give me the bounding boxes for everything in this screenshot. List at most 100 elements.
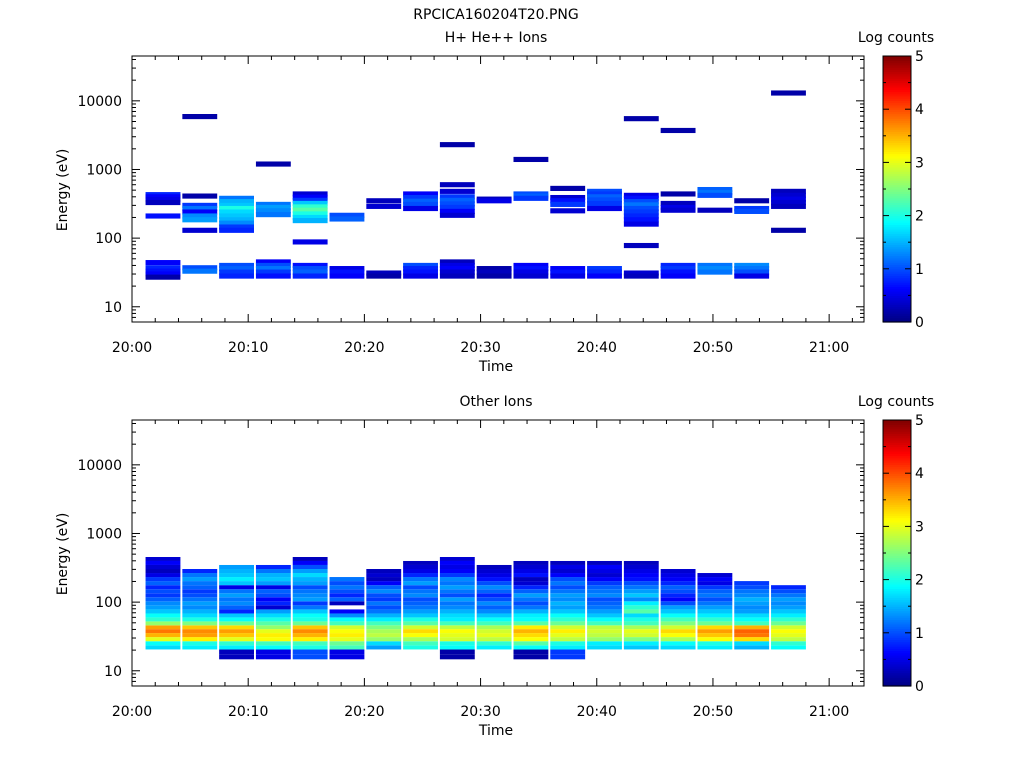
heatmap-cell [513, 589, 549, 594]
heatmap-cell [734, 605, 770, 610]
heatmap-cell [550, 581, 586, 586]
heatmap-cell [145, 194, 181, 200]
heatmap-cell [697, 581, 733, 586]
colorbar-segment [883, 56, 911, 59]
heatmap-cell [587, 266, 622, 272]
heatmap-cell [255, 645, 291, 650]
colorbar-segment [883, 239, 911, 243]
heatmap-cell [660, 609, 696, 614]
colorbar-segment [883, 495, 911, 499]
heatmap-cell [623, 564, 659, 569]
colorbar-segment [883, 102, 911, 106]
heatmap-cell [329, 577, 365, 582]
colorbar-segment [883, 470, 911, 474]
colorbar-segment [883, 626, 911, 629]
heatmap-cell [587, 597, 622, 602]
heatmap-cell [476, 593, 512, 598]
colorbar-segment [883, 157, 911, 161]
colorbar-segment [883, 612, 911, 616]
heatmap-cell [587, 625, 622, 630]
heatmap-cell [145, 633, 181, 638]
heatmap-cell [623, 637, 659, 642]
heatmap-cell [292, 214, 328, 221]
heatmap-cell [292, 262, 328, 269]
colorbar-tick-label: 2 [915, 209, 924, 225]
colorbar-segment [883, 106, 911, 110]
heatmap-cell [219, 273, 254, 279]
colorbar-segment [883, 448, 911, 452]
heatmap-cell [145, 605, 181, 610]
colorbar-segment [883, 590, 911, 594]
heatmap-cell [145, 645, 181, 650]
heatmap-cell [403, 205, 438, 212]
heatmap-cell [329, 654, 365, 660]
heatmap-cell [219, 195, 254, 201]
heatmap-cell [366, 198, 402, 204]
colorbar-tick-label: 3 [915, 155, 924, 171]
heatmap-cell [292, 573, 328, 578]
heatmap-cell [660, 613, 696, 618]
heatmap-cell [182, 193, 218, 199]
heatmap-cell [587, 205, 622, 212]
heatmap-cell [771, 621, 806, 626]
heatmap-cell [255, 609, 291, 614]
colorbar-segment [883, 444, 911, 448]
heatmap-cell [623, 273, 659, 279]
heatmap-cell [219, 633, 254, 638]
heatmap-cell [219, 202, 254, 208]
colorbar-segment [883, 661, 911, 665]
colorbar-segment [883, 89, 911, 93]
colorbar-segment [883, 87, 911, 90]
heatmap-cell [550, 201, 586, 207]
heatmap-cell [182, 581, 218, 586]
plot-frame [131, 419, 865, 687]
heatmap-cell [145, 581, 181, 586]
colorbar-segment [883, 319, 911, 323]
heatmap-cell [513, 262, 549, 269]
heatmap-cell [219, 641, 254, 646]
colorbar-segment [883, 453, 911, 457]
heatmap-cell [550, 593, 586, 598]
heatmap-cell [513, 581, 549, 586]
heatmap-cell [550, 597, 586, 602]
heatmap-cell [697, 269, 733, 275]
heatmap-cell [255, 568, 291, 574]
colorbar-segment [883, 177, 911, 181]
heatmap-cell [366, 203, 402, 209]
heatmap-cell [255, 637, 291, 642]
colorbar-segment [883, 497, 911, 501]
heatmap-cell [292, 194, 328, 200]
heatmap-cell [513, 564, 549, 569]
heatmap-cell [513, 633, 549, 638]
colorbar-segment [883, 282, 911, 285]
heatmap-cell [403, 601, 438, 606]
colorbar-segment [883, 131, 911, 135]
colorbar-segment [883, 526, 911, 530]
colorbar-segment [883, 643, 911, 647]
heatmap-cell [550, 269, 586, 275]
heatmap-cell [292, 645, 328, 650]
heatmap-cell [403, 593, 438, 598]
heatmap-cell [771, 633, 806, 638]
heatmap-cell [623, 195, 659, 201]
heatmap-cell [145, 641, 181, 646]
heatmap-cell [182, 577, 218, 582]
colorbar-segment [883, 490, 911, 494]
heatmap-cell [623, 629, 659, 634]
heatmap-cell [219, 205, 254, 212]
heatmap-cell [623, 209, 659, 215]
heatmap-cell [623, 560, 659, 565]
heatmap-cell [329, 645, 365, 650]
heatmap-cell [660, 577, 696, 582]
heatmap-cell [439, 621, 475, 626]
colorbar-segment [883, 422, 911, 426]
heatmap-cell [219, 581, 254, 586]
colorbar-tick-label: 1 [915, 626, 924, 642]
heatmap-cell [439, 142, 475, 148]
heatmap-cell [292, 613, 328, 618]
heatmap-cell [329, 266, 365, 272]
colorbar-segment [883, 182, 911, 186]
colorbar-segment [883, 109, 911, 113]
heatmap-cell [660, 262, 696, 269]
heatmap-cell [660, 629, 696, 634]
